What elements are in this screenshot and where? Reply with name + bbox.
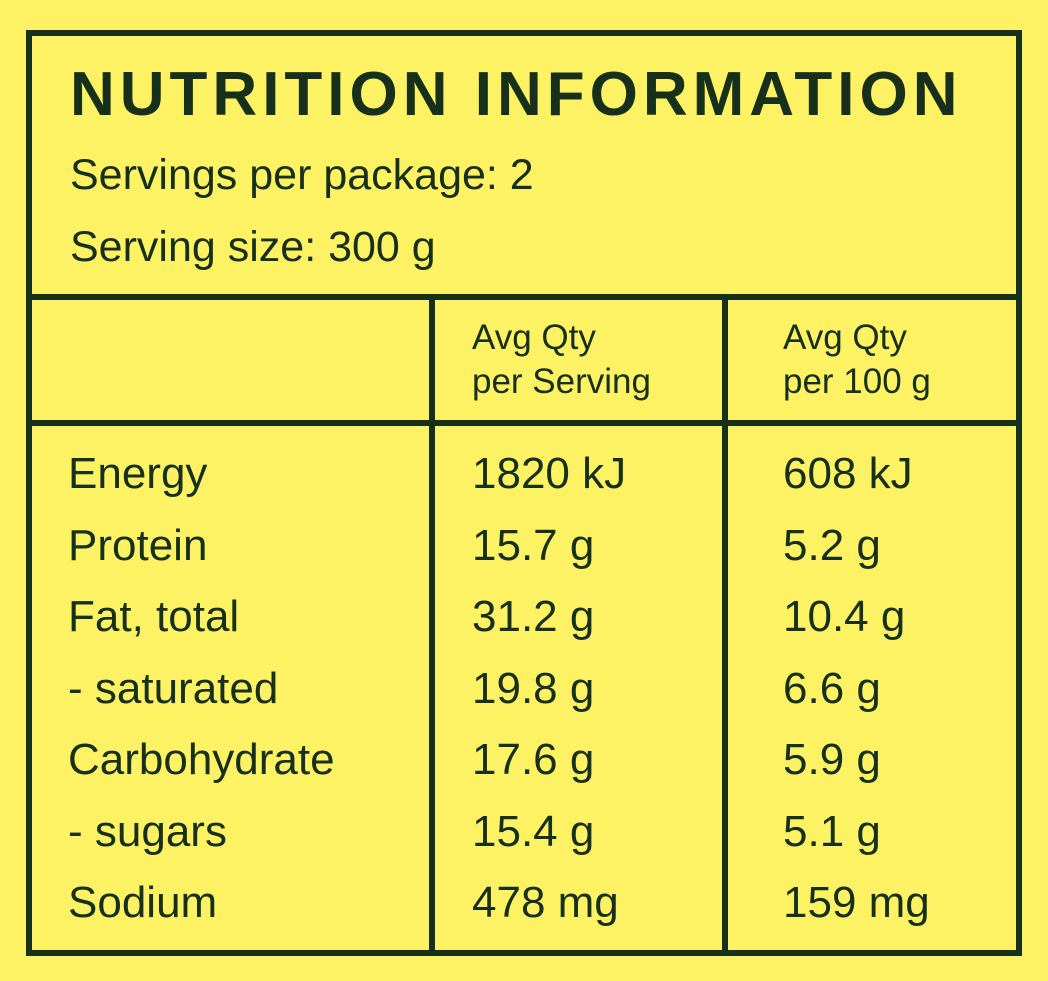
nutrient-name: Sodium [68,878,218,927]
per-serving-value: 478 mg [472,878,619,927]
header-divider [32,294,1016,300]
column-divider-2 [722,294,728,950]
per-serving-value: 17.6 g [472,735,595,784]
servings-per-package: Servings per package: 2 [70,151,534,199]
nutrient-name: Carbohydrate [68,735,335,784]
table-row: - saturated 19.8 g 6.6 g [32,661,1016,733]
per-serving-value: 19.8 g [472,663,595,713]
column-header-per-100g: Avg Qty per 100 g [783,316,931,404]
table-row: Carbohydrate 17.6 g 5.9 g [32,732,1016,804]
nutrient-name: Energy [68,449,208,498]
column-header-line: per 100 g [783,362,931,401]
column-header-line: Avg Qty [783,318,907,357]
nutrition-rows: Energy 1820 kJ 608 kJ Protein 15.7 g 5.2… [32,446,1016,947]
per-100g-value: 5.2 g [783,520,881,570]
nutrient-name: - sugars [68,806,227,856]
per-serving-value: 1820 kJ [472,449,627,498]
nutrient-name: Protein [68,520,208,570]
nutrient-name: - saturated [68,663,279,713]
nutrient-name: Fat, total [68,592,240,641]
column-header-line: per Serving [472,362,651,401]
per-serving-value: 31.2 g [472,592,595,641]
per-serving-value: 15.7 g [472,520,595,570]
column-header-per-serving: Avg Qty per Serving [472,316,651,404]
per-100g-value: 5.1 g [783,806,881,856]
serving-size: Serving size: 300 g [70,223,436,271]
table-row: Energy 1820 kJ 608 kJ [32,446,1016,518]
column-divider-1 [429,294,435,950]
table-row: - sugars 15.4 g 5.1 g [32,804,1016,876]
panel-title: NUTRITION INFORMATION [70,60,963,129]
column-header-divider [32,420,1016,426]
per-100g-value: 5.9 g [783,735,881,784]
per-serving-value: 15.4 g [472,806,595,856]
per-100g-value: 6.6 g [783,663,881,713]
table-row: Protein 15.7 g 5.2 g [32,518,1016,590]
column-header-line: Avg Qty [472,318,596,357]
table-row: Sodium 478 mg 159 mg [32,875,1016,947]
per-100g-value: 10.4 g [783,592,906,641]
per-100g-value: 608 kJ [783,449,913,498]
per-100g-value: 159 mg [783,878,930,927]
nutrition-panel: NUTRITION INFORMATION Servings per packa… [26,30,1022,956]
table-row: Fat, total 31.2 g 10.4 g [32,589,1016,661]
